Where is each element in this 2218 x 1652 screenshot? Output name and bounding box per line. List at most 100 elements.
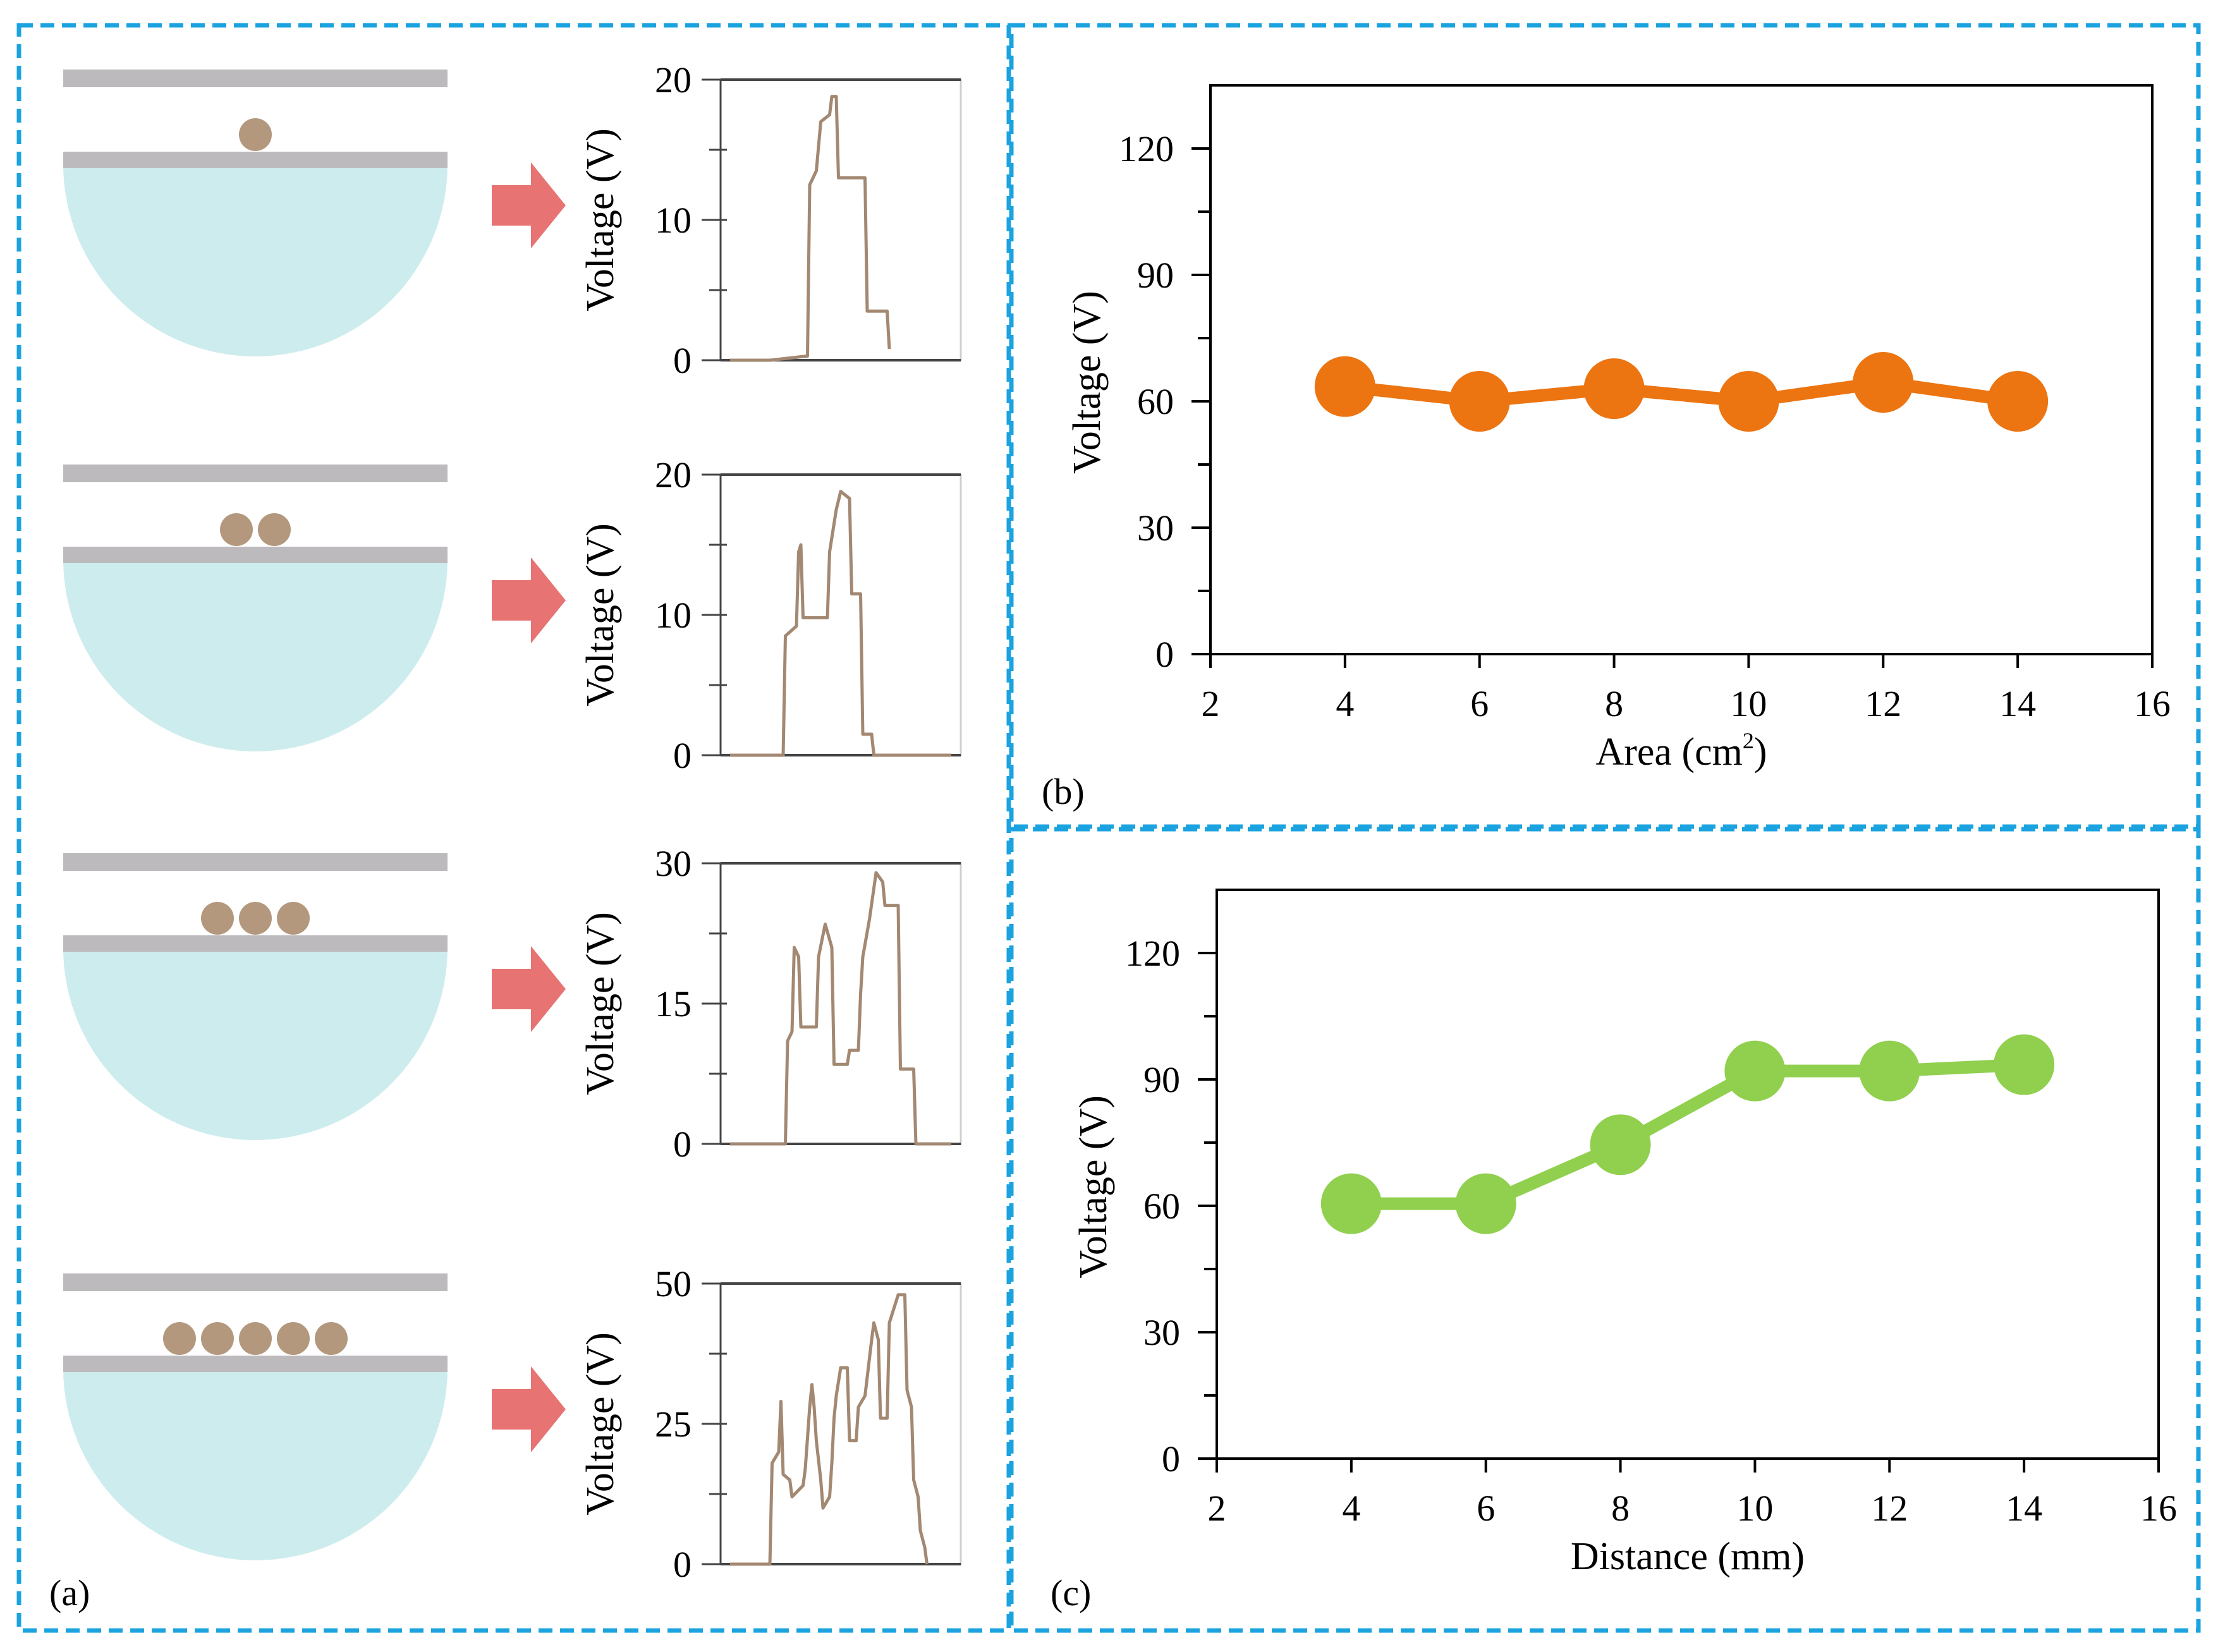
voltage-trace-plot-2: 0 10 20 Voltage (V) [579, 454, 962, 776]
data-point [1853, 352, 1914, 413]
y-tick-label: 30 [655, 843, 692, 884]
x-tick-label: 4 [1336, 683, 1354, 724]
data-point [1320, 1173, 1382, 1234]
schematic-row-3 [63, 853, 566, 1140]
y-tick-label: 20 [655, 454, 692, 495]
x-tick-label: 6 [1470, 683, 1489, 724]
particle [277, 902, 310, 935]
top-electrode-plate [63, 465, 448, 482]
panel-b-chart: 2 4 6 8 10 12 14 16 0 30 60 90 120 Voltage (V) Area (c… [1066, 84, 2171, 774]
data-point [1314, 356, 1375, 417]
y-tick-label: 0 [1162, 1438, 1180, 1479]
border-panel-b [1009, 23, 2201, 829]
x-tick-label: 14 [1999, 683, 2036, 724]
border-panel-c [1009, 827, 2201, 1633]
schematic-row-1 [63, 70, 566, 356]
voltage-trace-plot-1: 0 10 20 Voltage (V) [579, 59, 962, 381]
y-tick-label: 10 [655, 200, 692, 241]
x-tick-label: 10 [1736, 1488, 1773, 1529]
data-point [1994, 1034, 2055, 1095]
bottom-electrode-plate [63, 935, 448, 952]
border-panel-a [16, 23, 1011, 1633]
y-tick-label: 60 [1143, 1186, 1180, 1227]
particle [201, 902, 234, 935]
y-tick-label: 10 [655, 595, 692, 636]
series-line [1351, 1058, 2025, 1210]
schematic-row-4 [63, 1273, 566, 1560]
y-tick-label: 120 [1119, 128, 1174, 169]
x-axis-label: Distance (mm) [1571, 1535, 1805, 1578]
bottom-electrode-plate [63, 547, 448, 563]
panel-c-chart: 2 4 6 8 10 12 14 16 0 30 60 90 120 Voltage (V) Distanc… [1072, 889, 2177, 1578]
voltage-trace [730, 1293, 929, 1566]
particle [220, 513, 253, 546]
particle [201, 1322, 234, 1355]
y-tick-label: 50 [655, 1263, 692, 1304]
panel-label-b: (b) [1042, 771, 1085, 812]
y-tick-label: 0 [673, 1544, 692, 1585]
y-tick-label: 60 [1137, 381, 1174, 422]
y-axis-label: Voltage (V) [1066, 291, 1109, 474]
arrow-icon [492, 162, 566, 248]
data-point [1590, 1114, 1651, 1175]
particle [239, 1322, 272, 1355]
x-tick-label: 6 [1477, 1488, 1495, 1529]
particle [315, 1322, 348, 1355]
top-electrode-plate [63, 853, 448, 871]
particle [239, 118, 272, 151]
panel-label-c: (c) [1051, 1572, 1091, 1613]
hemisphere-base [63, 559, 448, 751]
data-point [1583, 358, 1645, 419]
y-axis-label: Voltage (V) [579, 128, 622, 312]
voltage-trace [730, 871, 951, 1146]
hemisphere-base [63, 948, 448, 1140]
y-tick-label: 0 [673, 340, 692, 381]
y-tick-label: 20 [655, 59, 692, 100]
voltage-trace [730, 95, 891, 362]
arrow-icon [492, 946, 566, 1032]
y-tick-label: 120 [1125, 933, 1180, 974]
plot-frame [719, 862, 962, 1145]
plot-frame [719, 1282, 962, 1565]
y-tick-label: 30 [1137, 507, 1174, 549]
data-point [1449, 371, 1510, 432]
hemisphere-base [63, 1368, 448, 1560]
x-tick-label: 2 [1208, 1488, 1226, 1529]
data-point [1718, 371, 1779, 432]
y-tick-label: 0 [1155, 634, 1174, 675]
voltage-trace [730, 490, 951, 757]
y-tick-label: 15 [655, 983, 692, 1024]
bottom-electrode-plate [63, 152, 448, 168]
top-electrode-plate [63, 70, 448, 87]
y-tick-label: 0 [673, 1124, 692, 1165]
x-tick-label: 4 [1342, 1488, 1360, 1529]
x-tick-label: 8 [1605, 683, 1623, 724]
arrow-icon [492, 557, 566, 643]
x-tick-label: 12 [1871, 1488, 1908, 1529]
particle [163, 1322, 196, 1355]
x-tick-label: 2 [1202, 683, 1220, 724]
y-axis-label: Voltage (V) [1072, 1095, 1115, 1278]
voltage-trace-plot-3: 0 15 30 Voltage (V) [579, 843, 962, 1165]
x-tick-label: 12 [1865, 683, 1901, 724]
x-tick-label: 14 [2006, 1488, 2042, 1529]
plot-frame [719, 473, 962, 756]
particle [258, 513, 291, 546]
x-tick-label: 10 [1730, 683, 1767, 724]
particle [239, 902, 272, 935]
y-tick-label: 0 [673, 735, 692, 776]
y-axis-label: Voltage (V) [579, 912, 622, 1095]
y-axis-label: Voltage (V) [579, 523, 622, 707]
plot-frame [719, 78, 962, 361]
data-point [1724, 1040, 1786, 1102]
arrow-icon [492, 1366, 566, 1452]
panel-a: 0 10 20 Voltage (V) 0 10 20 Voltage (V) 0 15 30 Vol… [63, 59, 962, 1585]
y-tick-label: 90 [1137, 255, 1174, 296]
series-line [1344, 376, 2019, 408]
y-tick-label: 90 [1143, 1059, 1180, 1100]
y-axis-label: Voltage (V) [579, 1332, 622, 1515]
data-point [1859, 1040, 1920, 1102]
voltage-trace-plot-4: 0 25 50 Voltage (V) [579, 1263, 962, 1585]
top-electrode-plate [63, 1273, 448, 1291]
